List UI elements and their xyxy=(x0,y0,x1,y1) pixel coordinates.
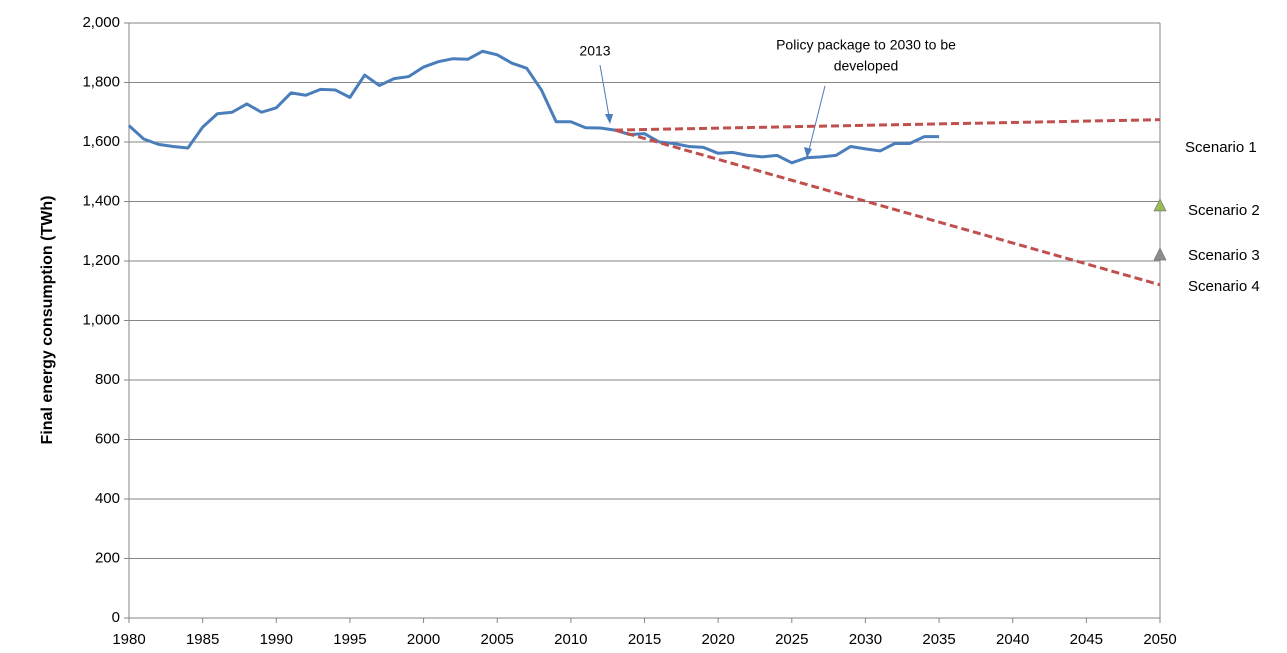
x-tick-label: 1980 xyxy=(112,631,145,648)
x-tick-label: 2025 xyxy=(775,631,808,648)
y-tick-label: 1,000 xyxy=(82,311,120,328)
y-tick-label: 1,800 xyxy=(82,73,120,90)
x-tick-label: 2050 xyxy=(1143,631,1176,648)
x-tick-label: 2045 xyxy=(1070,631,1103,648)
x-tick-label: 2015 xyxy=(628,631,661,648)
x-tick-label: 2035 xyxy=(922,631,955,648)
annotation: 2013 xyxy=(579,43,610,59)
x-tick-label: 2010 xyxy=(554,631,587,648)
series-label: Scenario 3 xyxy=(1188,247,1260,264)
annotation-arrowhead xyxy=(605,114,613,124)
series-label: Scenario 2 xyxy=(1188,202,1260,219)
scenario-line xyxy=(614,128,1161,287)
scenario-marker xyxy=(1153,247,1167,261)
annotation-arrowhead xyxy=(804,147,812,158)
annotation: Policy package to 2030 to be xyxy=(776,37,956,53)
x-tick-label: 1990 xyxy=(260,631,293,648)
x-tick-label: 2030 xyxy=(849,631,882,648)
y-tick-label: 200 xyxy=(95,549,120,566)
x-tick-label: 2020 xyxy=(701,631,734,648)
x-tick-label: 1985 xyxy=(186,631,219,648)
annotation-arrow xyxy=(599,64,611,123)
y-tick-label: 1,600 xyxy=(82,133,120,150)
y-tick-label: 400 xyxy=(95,490,120,507)
series-label: Scenario 4 xyxy=(1188,278,1260,295)
y-axis-label: Final energy consumption (TWh) xyxy=(39,196,56,445)
history-line xyxy=(127,49,940,165)
y-tick-label: 1,400 xyxy=(82,192,120,209)
annotation-arrow xyxy=(807,85,826,155)
scenario-marker xyxy=(1153,198,1167,212)
series-label: Scenario 1 xyxy=(1185,139,1257,156)
annotation: developed xyxy=(834,58,899,74)
y-tick-label: 2,000 xyxy=(82,14,120,31)
x-tick-label: 2000 xyxy=(407,631,440,648)
scenario-line xyxy=(615,118,1161,132)
y-tick-label: 1,200 xyxy=(82,252,120,269)
y-tick-label: 600 xyxy=(95,430,120,447)
x-tick-label: 2005 xyxy=(481,631,514,648)
y-tick-label: 800 xyxy=(95,371,120,388)
y-tick-label: 0 xyxy=(112,609,120,626)
x-tick-label: 2040 xyxy=(996,631,1029,648)
x-tick-label: 1995 xyxy=(333,631,366,648)
